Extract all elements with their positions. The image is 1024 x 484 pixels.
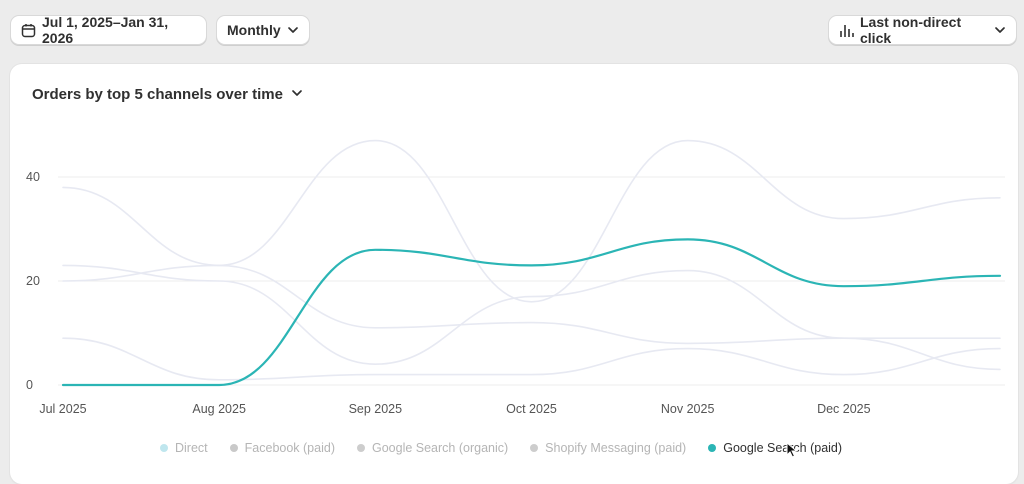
legend-item-shopify-messaging-paid[interactable]: Shopify Messaging (paid) <box>530 441 686 455</box>
legend-dot <box>160 444 168 452</box>
legend-label: Shopify Messaging (paid) <box>545 441 687 455</box>
legend-item-google-search-organic[interactable]: Google Search (organic) <box>356 441 509 455</box>
date-range-button[interactable]: Jul 1, 2025–Jan 31, 2026 <box>10 14 207 46</box>
legend-label: Google Search (paid) <box>723 441 843 455</box>
chart-title: Orders by top 5 channels over time <box>32 86 283 103</box>
x-tick-label: Jul 2025 <box>39 402 86 416</box>
series-line-google-search-paid <box>61 238 1002 387</box>
series-line-direct <box>62 264 1001 366</box>
series-line-facebook-paid <box>62 139 1001 303</box>
legend-item-facebook-paid[interactable]: Facebook (paid) <box>229 441 335 455</box>
attribution-model-button[interactable]: Last non-direct click <box>828 14 1017 46</box>
x-tick-label: Nov 2025 <box>661 402 715 416</box>
series-line-google-search-organic <box>62 337 1001 381</box>
legend-label: Direct <box>175 441 208 455</box>
legend-dot <box>356 444 365 452</box>
legend-item-google-search-paid[interactable]: Google Search (paid) <box>708 441 842 455</box>
legend-dot <box>708 444 717 452</box>
period-label: Monthly <box>227 22 281 38</box>
period-select-button[interactable]: Monthly <box>216 15 310 45</box>
chevron-down-icon <box>287 24 299 36</box>
x-tick-label: Aug 2025 <box>192 402 246 416</box>
toolbar: Jul 1, 2025–Jan 31, 2026 Monthly Last no… <box>0 0 1024 60</box>
chevron-down-icon <box>994 24 1006 36</box>
date-range-label: Jul 1, 2025–Jan 31, 2026 <box>42 14 169 46</box>
legend-item-direct[interactable]: Direct <box>160 441 208 455</box>
legend-dot <box>229 444 238 452</box>
x-tick-label: Dec 2025 <box>817 402 871 416</box>
legend-dot <box>530 444 539 452</box>
chart-card: 0 20 40 Jul 2025 Aug 2025 Sep 2025 Oct 2025 Nov… <box>10 64 1018 484</box>
bar-chart-icon <box>839 23 854 38</box>
attribution-label: Last non-direct click <box>860 14 962 46</box>
y-tick-label: 40 <box>26 170 40 184</box>
x-tick-label: Sep 2025 <box>349 402 403 416</box>
chart-legend: Direct Facebook (paid) Google Search (or… <box>160 441 842 455</box>
series-line-shopify-messaging-paid <box>62 264 1001 371</box>
y-tick-label: 20 <box>26 274 40 288</box>
y-tick-label: 0 <box>26 378 33 392</box>
calendar-icon <box>21 23 36 38</box>
legend-label: Facebook (paid) <box>244 441 335 455</box>
orders-line-chart: 0 20 40 Jul 2025 Aug 2025 Sep 2025 Oct 2025 Nov… <box>26 139 1005 416</box>
chart-title-dropdown[interactable]: Orders by top 5 channels over time <box>32 86 303 103</box>
chevron-down-icon <box>291 86 303 103</box>
x-tick-label: Oct 2025 <box>506 402 557 416</box>
mouse-pointer-icon <box>786 441 798 463</box>
legend-label: Google Search (organic) <box>371 441 509 455</box>
